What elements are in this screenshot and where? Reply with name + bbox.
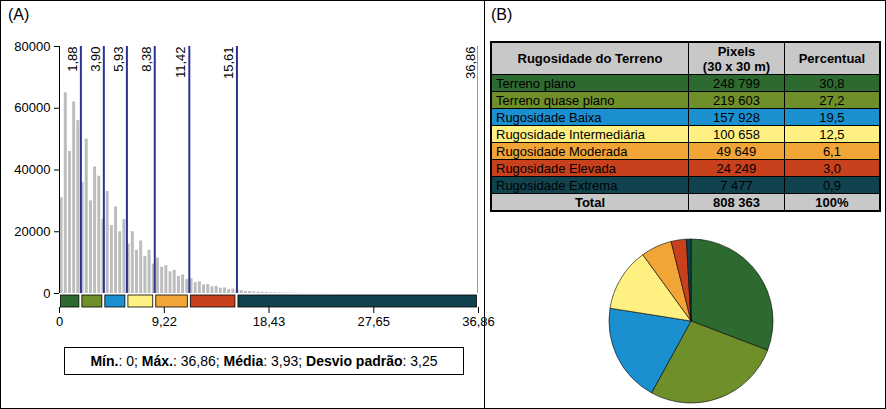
html-text:6,1: 6,1 xyxy=(822,143,841,159)
svg-text:15,61: 15,61 xyxy=(221,47,236,80)
html-text:Mín.: 0; Máx.: 36,86; Média: 3: Mín.: 0; Máx.: 36,86; Média: 3,93; Desvi… xyxy=(90,353,438,369)
html-text:157 928: 157 928 xyxy=(712,109,760,125)
html-text:12,5: 12,5 xyxy=(819,126,845,142)
html-text:808 363: 808 363 xyxy=(712,194,760,210)
svg-text:36,86: 36,86 xyxy=(462,314,495,329)
svg-text:8,38: 8,38 xyxy=(139,47,154,72)
html-text:Terreno quase plano: Terreno quase plano xyxy=(496,92,615,108)
html-text:100%: 100% xyxy=(815,194,849,210)
svg-text:11,42: 11,42 xyxy=(173,47,188,79)
html-text:Rugosidade Extrema: Rugosidade Extrema xyxy=(496,177,618,193)
svg-text:36,86: 36,86 xyxy=(463,47,478,80)
svg-text:18,43: 18,43 xyxy=(253,314,286,329)
svg-text:9,22: 9,22 xyxy=(152,314,177,329)
html-text:Total: Total xyxy=(575,194,605,210)
svg-text:60000: 60000 xyxy=(14,100,50,115)
html-text:Terreno plano: Terreno plano xyxy=(496,75,576,91)
html-text:3,0: 3,0 xyxy=(822,160,841,176)
html-text:100 658: 100 658 xyxy=(712,126,760,142)
html-text:Rugosidade Moderada: Rugosidade Moderada xyxy=(496,143,628,159)
html-text:(30 x 30 m): (30 x 30 m) xyxy=(702,58,770,74)
html-text:49 649: 49 649 xyxy=(716,143,757,159)
html-text:0,9: 0,9 xyxy=(822,177,841,193)
svg-text:40000: 40000 xyxy=(14,162,50,177)
html-text:Rugosidade Baixa: Rugosidade Baixa xyxy=(496,109,602,125)
html-text:Rugosidade Intermediária: Rugosidade Intermediária xyxy=(496,126,645,142)
html-text:(B): (B) xyxy=(491,6,513,23)
html-text:Percentual: Percentual xyxy=(798,51,866,66)
html-text:19,5: 19,5 xyxy=(819,109,845,125)
html-text:24 249: 24 249 xyxy=(716,160,757,176)
html-text:(A): (A) xyxy=(8,6,30,23)
html-text:Pixels: Pixels xyxy=(717,43,756,59)
svg-text:80000: 80000 xyxy=(14,39,50,54)
html-text:Rugosidade do Terreno: Rugosidade do Terreno xyxy=(517,51,663,66)
svg-text:1,88: 1,88 xyxy=(65,47,80,72)
html-text:248 799: 248 799 xyxy=(712,75,760,91)
svg-text:3,90: 3,90 xyxy=(88,47,103,72)
svg-text:0: 0 xyxy=(56,314,63,329)
html-text:27,2: 27,2 xyxy=(819,92,845,108)
svg-text:27,65: 27,65 xyxy=(358,314,391,329)
svg-text:0: 0 xyxy=(43,286,50,301)
html-text:30,8: 30,8 xyxy=(819,75,845,91)
svg-text:20000: 20000 xyxy=(14,224,50,239)
html-text:7 477: 7 477 xyxy=(720,177,753,193)
html-text:219 603: 219 603 xyxy=(712,92,760,108)
svg-text:5,93: 5,93 xyxy=(111,47,126,72)
html-text:Rugosidade Elevada: Rugosidade Elevada xyxy=(496,160,616,176)
